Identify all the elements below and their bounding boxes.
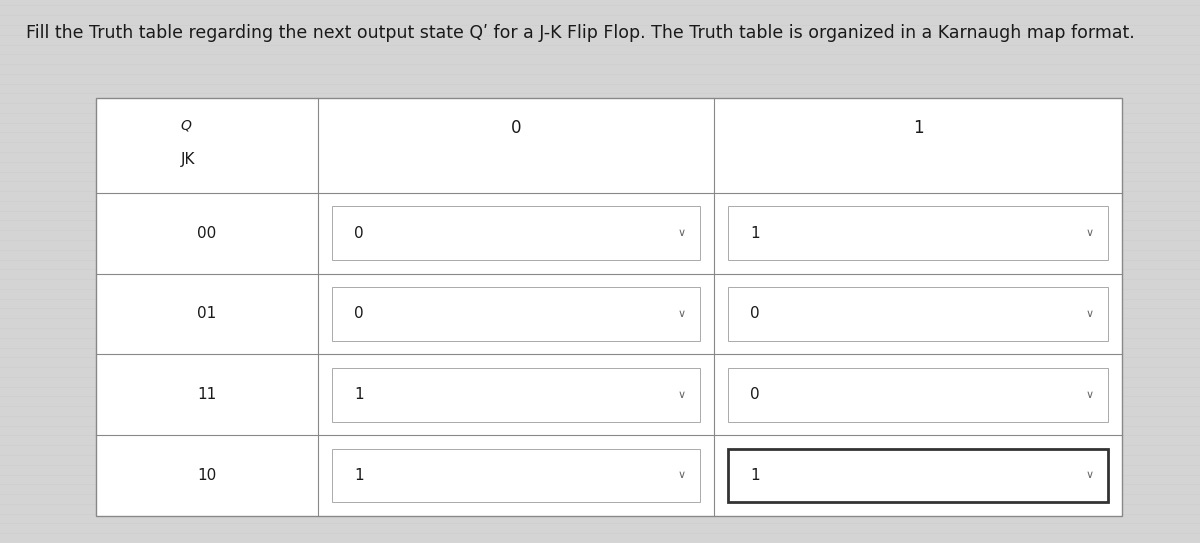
Text: 10: 10 bbox=[197, 468, 217, 483]
Bar bbox=[728, 287, 1108, 341]
Bar bbox=[332, 287, 700, 341]
Text: 1: 1 bbox=[354, 468, 364, 483]
Text: 1: 1 bbox=[750, 468, 760, 483]
Text: 0: 0 bbox=[354, 226, 364, 241]
Text: 1: 1 bbox=[750, 226, 760, 241]
Bar bbox=[728, 368, 1108, 421]
Text: 11: 11 bbox=[197, 387, 217, 402]
Text: 1: 1 bbox=[913, 119, 923, 137]
Text: 0: 0 bbox=[750, 306, 760, 321]
Text: 01: 01 bbox=[197, 306, 217, 321]
Bar bbox=[96, 98, 1122, 516]
Text: Q: Q bbox=[180, 119, 191, 132]
Bar bbox=[728, 206, 1108, 260]
Text: ∨: ∨ bbox=[1086, 470, 1093, 481]
Text: 0: 0 bbox=[354, 306, 364, 321]
Text: JK: JK bbox=[180, 152, 194, 167]
Text: 1: 1 bbox=[354, 387, 364, 402]
Bar bbox=[332, 206, 700, 260]
Text: ∨: ∨ bbox=[678, 390, 685, 400]
Bar bbox=[332, 449, 700, 502]
Bar bbox=[728, 449, 1108, 502]
Text: ∨: ∨ bbox=[1086, 309, 1093, 319]
Text: 0: 0 bbox=[750, 387, 760, 402]
Text: ∨: ∨ bbox=[678, 309, 685, 319]
Text: ∨: ∨ bbox=[1086, 390, 1093, 400]
Text: ∨: ∨ bbox=[1086, 228, 1093, 238]
Text: ∨: ∨ bbox=[678, 228, 685, 238]
Text: Fill the Truth table regarding the next output state Qʹ for a J-K Flip Flop. The: Fill the Truth table regarding the next … bbox=[26, 24, 1135, 42]
Text: 0: 0 bbox=[511, 119, 521, 137]
Bar bbox=[332, 368, 700, 421]
Text: 00: 00 bbox=[197, 226, 217, 241]
Text: ∨: ∨ bbox=[678, 470, 685, 481]
